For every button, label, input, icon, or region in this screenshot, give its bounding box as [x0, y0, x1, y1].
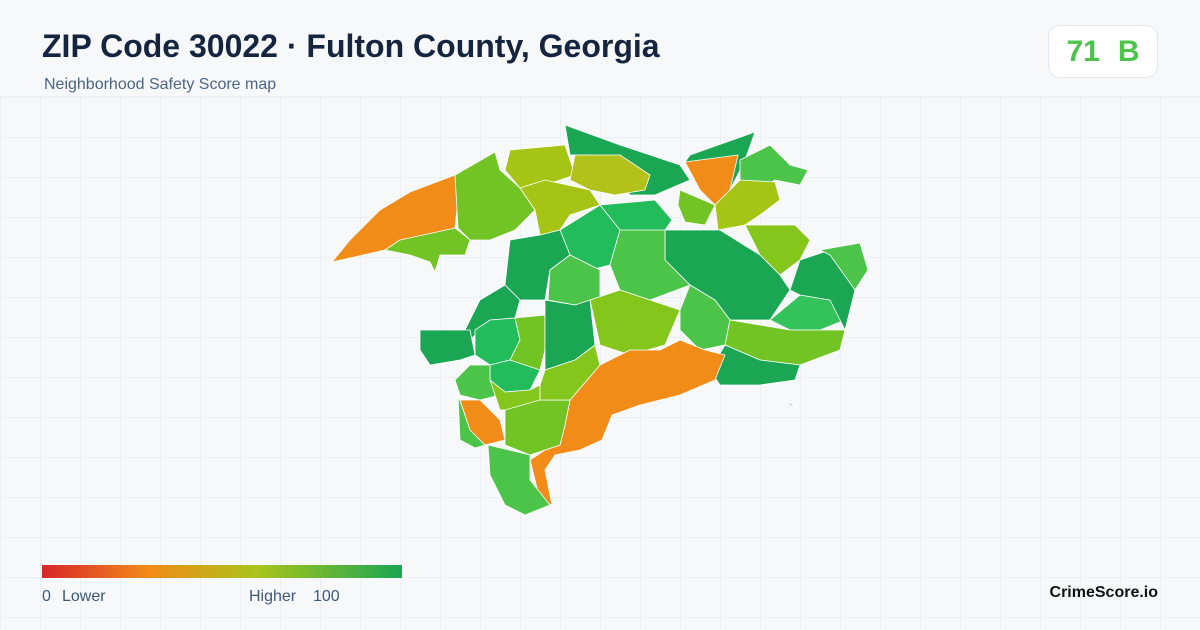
- brand: CrimeScore.io: [1049, 584, 1158, 601]
- score-badge: 71 B: [1048, 25, 1158, 78]
- legend-min: 0: [42, 588, 51, 605]
- score-value: 71: [1066, 34, 1100, 68]
- legend-gradient: [42, 565, 402, 578]
- score-grade: B: [1117, 34, 1140, 68]
- subtitle: Neighborhood Safety Score map: [44, 76, 277, 93]
- zip-map: [331, 124, 869, 516]
- legend-max: 100: [313, 588, 340, 605]
- legend-min-label: Lower: [62, 588, 106, 605]
- legend-max-label: Higher: [249, 588, 297, 605]
- title: ZIP Code 30022 · Fulton County, Georgia: [42, 28, 660, 64]
